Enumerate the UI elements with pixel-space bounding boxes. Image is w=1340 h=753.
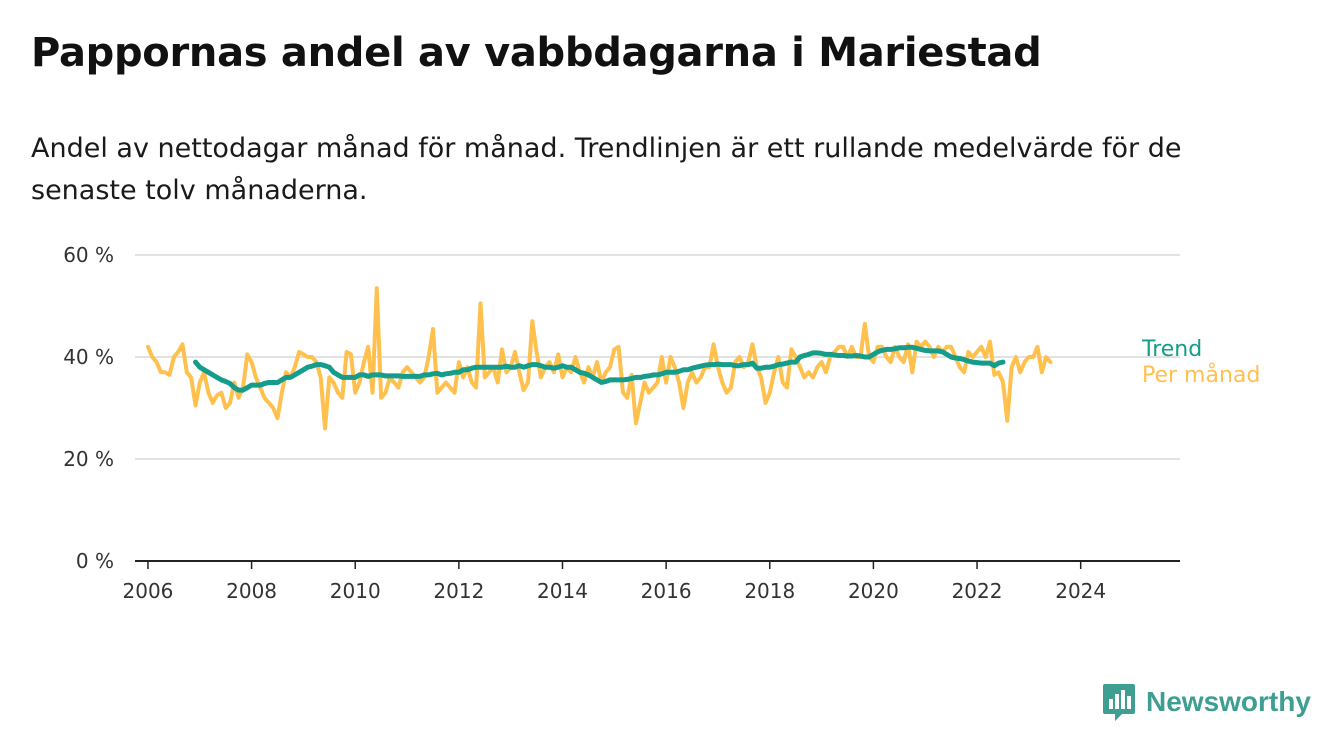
y-axis: 0 % 20 % 40 % 60 % — [63, 243, 114, 573]
y-tick-label: 40 % — [63, 345, 114, 369]
x-tick-label: 2022 — [952, 579, 1003, 603]
page-subtitle: Andel av nettodagar månad för månad. Tre… — [31, 133, 1182, 206]
x-axis: 2006 2008 2010 2012 2014 2016 2018 2020 2022 2024 — [123, 560, 1180, 603]
y-tick-label: 0 % — [76, 549, 114, 573]
x-tick-label: 2012 — [433, 579, 484, 603]
page-title: Pappornas andel av vabbdagarna i Mariest… — [31, 30, 1042, 76]
brand-name: Newsworthy — [1146, 686, 1311, 717]
legend-label-trend: Trend — [1141, 337, 1202, 362]
x-tick-label: 2006 — [123, 579, 174, 603]
x-tick-label: 2024 — [1055, 579, 1106, 603]
x-tick-label: 2008 — [226, 579, 277, 603]
series-line-trend — [193, 344, 1006, 393]
grid-lines — [135, 254, 1180, 460]
x-tick-label: 2020 — [848, 579, 899, 603]
series-line-per-manad — [146, 286, 1053, 431]
legend-label-per-manad: Per månad — [1142, 362, 1260, 388]
y-tick-label: 60 % — [63, 243, 114, 267]
x-tick-label: 2014 — [537, 579, 588, 603]
newsworthy-logo-icon — [1103, 684, 1135, 721]
series-lines — [146, 286, 1053, 431]
y-tick-label: 20 % — [63, 447, 114, 471]
x-tick-label: 2018 — [744, 579, 795, 603]
x-tick-label: 2010 — [330, 579, 381, 603]
x-tick-label: 2016 — [641, 579, 692, 603]
brand-logo: Newsworthy — [1102, 682, 1311, 722]
